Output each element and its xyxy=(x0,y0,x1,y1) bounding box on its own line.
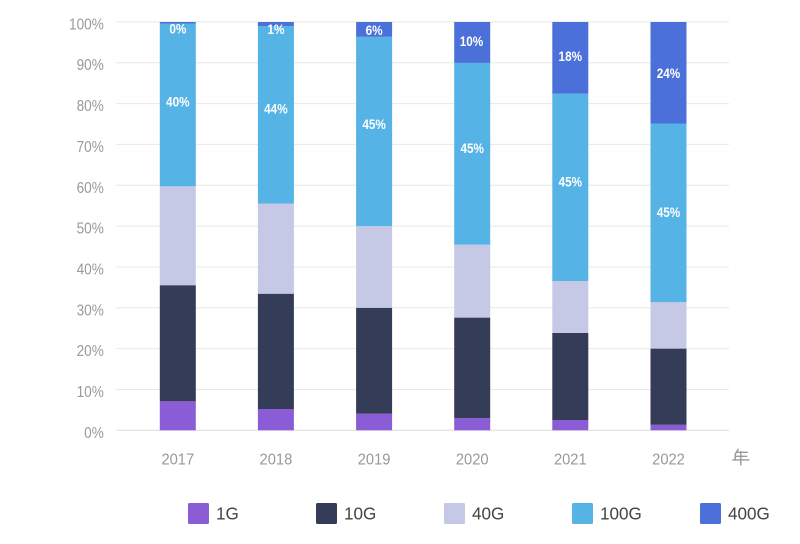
svg-text:40%: 40% xyxy=(77,262,104,279)
svg-text:24%: 24% xyxy=(657,65,681,81)
svg-text:30%: 30% xyxy=(77,302,104,319)
svg-text:2022: 2022 xyxy=(652,451,685,469)
svg-text:6%: 6% xyxy=(366,22,383,38)
svg-text:20%: 20% xyxy=(77,343,104,360)
svg-text:400G: 400G xyxy=(728,503,770,524)
svg-text:2020: 2020 xyxy=(456,451,489,469)
svg-text:2021: 2021 xyxy=(554,451,587,469)
svg-text:44%: 44% xyxy=(264,101,288,117)
svg-text:40%: 40% xyxy=(166,94,190,110)
svg-text:10%: 10% xyxy=(77,384,104,401)
svg-text:2018: 2018 xyxy=(260,451,293,469)
svg-text:100%: 100% xyxy=(69,16,104,33)
svg-text:40G: 40G xyxy=(472,503,504,524)
svg-text:10%: 10% xyxy=(460,33,484,49)
svg-text:2019: 2019 xyxy=(358,451,391,469)
svg-text:100G: 100G xyxy=(600,503,642,524)
svg-text:10G: 10G xyxy=(344,503,376,524)
svg-text:0%: 0% xyxy=(84,425,104,442)
svg-text:45%: 45% xyxy=(657,204,681,220)
svg-text:50%: 50% xyxy=(77,221,104,238)
svg-text:45%: 45% xyxy=(362,116,386,132)
svg-text:0%: 0% xyxy=(169,21,186,37)
svg-text:18%: 18% xyxy=(559,48,583,64)
svg-text:1G: 1G xyxy=(216,503,239,524)
svg-text:90%: 90% xyxy=(77,57,104,74)
svg-text:1%: 1% xyxy=(267,21,284,37)
svg-text:80%: 80% xyxy=(77,98,104,115)
svg-text:2017: 2017 xyxy=(161,451,194,469)
svg-text:70%: 70% xyxy=(77,139,104,156)
svg-text:45%: 45% xyxy=(460,140,484,156)
svg-text:45%: 45% xyxy=(559,174,583,190)
svg-text:60%: 60% xyxy=(77,180,104,197)
